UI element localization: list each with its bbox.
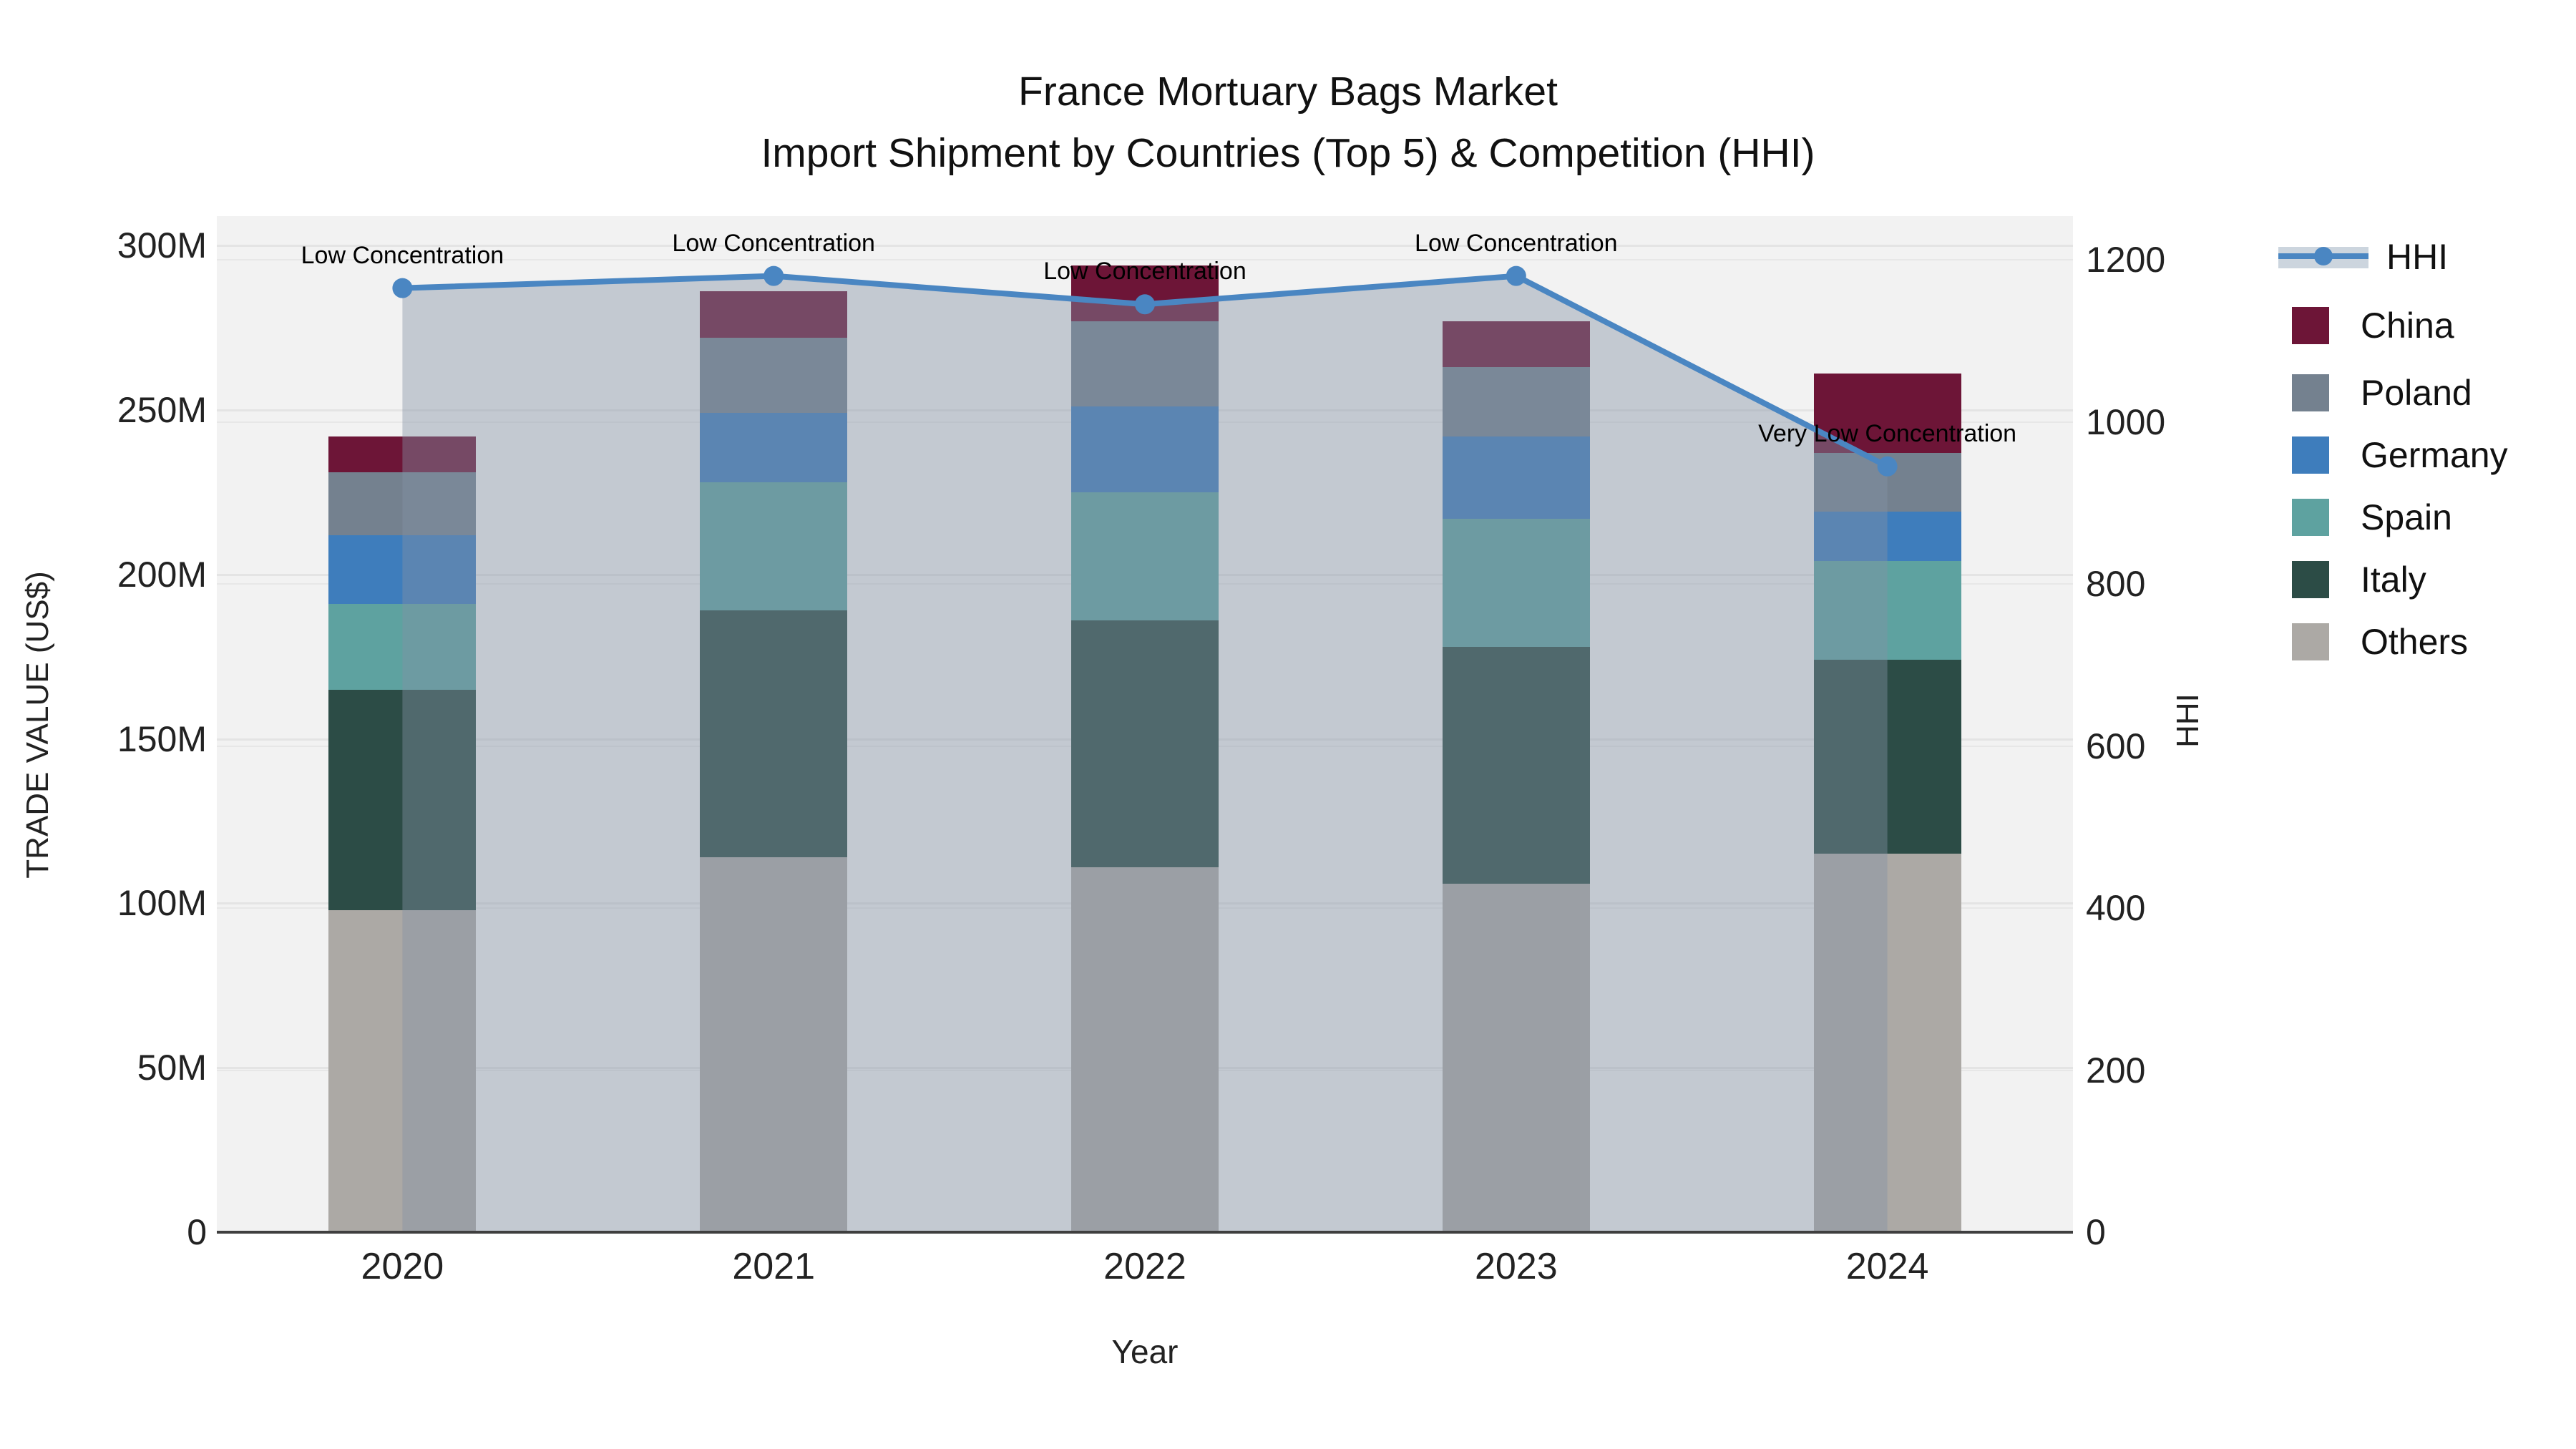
ytick-right-400: 400 (2086, 888, 2146, 928)
ytick-left-250M: 250M (117, 389, 207, 430)
y-axis-left-title: TRADE VALUE (US$) (20, 571, 55, 879)
bar-segment-2024-poland (1813, 452, 1961, 512)
bar-segment-2023-italy (1442, 646, 1590, 884)
bar-segment-2020-italy (328, 689, 477, 910)
bar-segment-2024-germany (1813, 512, 1961, 562)
legend-label-germany: Germany (2361, 435, 2508, 475)
ytick-right-800: 800 (2086, 564, 2146, 604)
gridline-300M (217, 245, 2073, 247)
legend-swatch-others (2292, 623, 2329, 660)
bar-2020 (328, 216, 477, 1232)
annotation-2023: Low Concentration (1415, 229, 1618, 257)
ytick-left-50M: 50M (137, 1048, 207, 1088)
annotation-2024: Very Low Concentration (1758, 419, 2017, 447)
legend-item-spain[interactable]: Spain (2278, 497, 2452, 538)
legend-label-others: Others (2361, 622, 2469, 662)
bar-segment-2020-others (328, 909, 477, 1232)
bar-segment-2023-others (1442, 883, 1590, 1232)
legend-item-hhi[interactable]: HHI (2278, 236, 2448, 278)
annotation-2020: Low Concentration (301, 241, 504, 269)
bar-segment-2024-spain (1813, 561, 1961, 660)
ytick-left-100M: 100M (117, 883, 207, 924)
legend-swatch-italy (2292, 561, 2329, 598)
legend-swatch-spain (2292, 499, 2329, 536)
ytick-left-200M: 200M (117, 554, 207, 595)
xtick-2021: 2021 (732, 1246, 816, 1287)
bar-2024 (1813, 216, 1961, 1232)
plot-area: Low Concentration Low Concentration Low Co… (20, 216, 2205, 1370)
bar-segment-2023-china (1442, 321, 1590, 368)
xtick-2022: 2022 (1103, 1246, 1186, 1287)
bar-segment-2021-italy (700, 610, 848, 857)
bar-segment-2021-spain (700, 482, 848, 611)
legend-label-china: China (2361, 306, 2454, 346)
legend-swatch-germany (2292, 436, 2329, 474)
chart-subtitle: Import Shipment by Countries (Top 5) & C… (761, 130, 1815, 176)
legend-label-italy: Italy (2361, 560, 2426, 600)
legend-item-poland[interactable]: Poland (2278, 372, 2472, 414)
bar-segment-2020-china (328, 436, 477, 473)
bar-segment-2021-germany (700, 413, 848, 482)
bar-segment-2021-china (700, 291, 848, 338)
ytick-left-0: 0 (187, 1212, 207, 1252)
bar-2021 (700, 216, 848, 1232)
ytick-right-0: 0 (2086, 1212, 2106, 1252)
bar-segment-2024-others (1813, 854, 1961, 1232)
legend-item-germany[interactable]: Germany (2278, 434, 2508, 476)
legend-swatch-poland (2292, 374, 2329, 411)
hhi-marker-legend-dot (2314, 247, 2333, 265)
bar-segment-2022-poland (1071, 321, 1219, 407)
annotation-2022: Low Concentration (1043, 258, 1246, 286)
ytick-right-600: 600 (2086, 726, 2146, 766)
ytick-right-200: 200 (2086, 1050, 2146, 1091)
bar-segment-2022-germany (1071, 406, 1219, 492)
legend-swatch-china (2292, 307, 2329, 344)
bar-segment-2021-poland (700, 337, 848, 414)
xtick-2023: 2023 (1474, 1246, 1558, 1287)
bar-segment-2021-others (700, 857, 848, 1232)
legend-label-spain: Spain (2361, 497, 2452, 537)
bar-segment-2023-poland (1442, 367, 1590, 436)
y-axis-right-title: HHI (2170, 693, 2205, 748)
legend-item-others[interactable]: Others (2278, 621, 2468, 663)
legend-item-china[interactable]: China (2278, 305, 2454, 346)
bar-segment-2024-italy (1813, 660, 1961, 854)
xtick-2020: 2020 (361, 1246, 444, 1287)
x-axis-line (217, 1231, 2073, 1234)
bar-segment-2020-germany (328, 535, 477, 605)
ytick-right-1000: 1000 (2086, 401, 2166, 442)
ytick-right-1200: 1200 (2086, 240, 2166, 280)
legend-label-hhi: HHI (2386, 237, 2449, 277)
ytick-left-300M: 300M (117, 225, 207, 265)
gridline-hhi-1200 (217, 259, 2073, 260)
x-axis-title: Year (1111, 1333, 1179, 1370)
legend-item-italy[interactable]: Italy (2278, 559, 2426, 600)
ytick-left-150M: 150M (117, 718, 207, 759)
bar-segment-2023-spain (1442, 518, 1590, 647)
xtick-2024: 2024 (1845, 1246, 1929, 1287)
bar-segment-2020-spain (328, 604, 477, 690)
annotation-2021: Low Concentration (672, 229, 875, 257)
bar-segment-2023-germany (1442, 436, 1590, 519)
bar-2023 (1442, 216, 1590, 1232)
bar-segment-2022-italy (1071, 620, 1219, 867)
hhi-line-legend-icon (2278, 241, 2368, 273)
bar-segment-2022-spain (1071, 492, 1219, 621)
legend-label-poland: Poland (2361, 373, 2472, 413)
chart-title: France Mortuary Bags Market (1018, 69, 1558, 114)
bar-segment-2022-others (1071, 867, 1219, 1232)
bar-segment-2020-poland (328, 472, 477, 535)
bar-2022 (1071, 216, 1219, 1232)
